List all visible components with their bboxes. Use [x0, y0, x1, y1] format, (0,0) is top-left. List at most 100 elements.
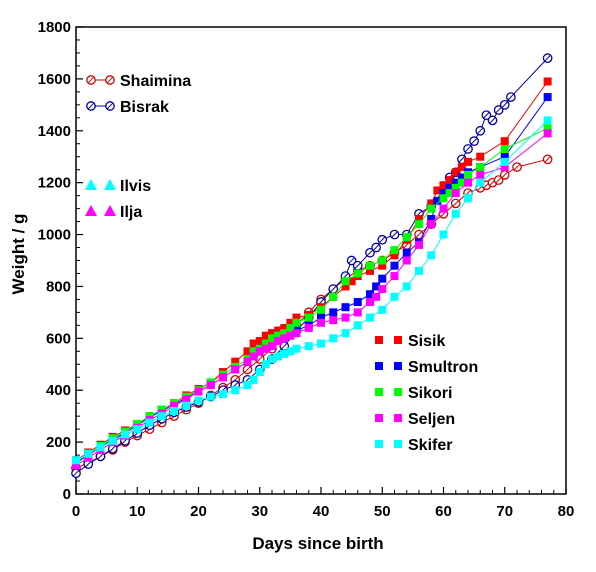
data-point-seljen	[261, 344, 270, 353]
data-point-skifer	[317, 339, 325, 348]
legend-marker-sikori	[394, 388, 402, 396]
legend-label-sikori: Sikori	[408, 385, 452, 402]
data-point-sisik	[231, 357, 240, 366]
data-point-bisrak-stroke	[72, 470, 80, 477]
data-point-skifer	[133, 425, 142, 434]
data-point-sisik	[286, 318, 295, 327]
data-point-shaimina-stroke	[544, 156, 551, 163]
data-point-bisrak-stroke	[495, 106, 502, 114]
legend-entry-sisik: Sisik	[375, 333, 445, 350]
legend-marker-seljen	[375, 414, 383, 422]
data-point-sikori	[402, 233, 411, 242]
data-point-sikori	[451, 183, 460, 192]
data-point-seljen	[280, 334, 289, 343]
data-point-shaimina-stroke	[513, 163, 521, 171]
data-point-skifer	[219, 390, 227, 399]
legend-label-sisik: Sisik	[408, 333, 445, 350]
data-point-skifer	[464, 194, 472, 203]
data-point-skifer	[500, 157, 509, 166]
legend-entry-ilvis: Ilvis	[85, 178, 151, 195]
data-point-skifer	[341, 329, 350, 338]
legend-marker-ilvis	[104, 179, 116, 190]
data-point-skifer	[427, 251, 436, 260]
data-point-skifer	[145, 418, 154, 427]
data-point-sisik	[280, 323, 289, 332]
data-point-bisrak-stroke	[458, 156, 466, 163]
legend-entry-seljen: Seljen	[375, 411, 455, 428]
y-axis: 0 200 400 600 800 1000 1200 1400 1600 1800	[38, 19, 83, 503]
data-point-bisrak-stroke	[97, 453, 104, 460]
y-tick-label: 1000	[38, 227, 71, 244]
data-point-shaimina-stroke	[244, 366, 251, 373]
legend-entry-skifer: Skifer	[375, 437, 452, 454]
legend-entry-shaimina: Shaimina	[86, 73, 191, 90]
data-point-bisrak-stroke	[477, 127, 484, 134]
data-point-skifer	[268, 355, 276, 364]
data-point-sikori	[268, 334, 276, 343]
data-point-skifer	[329, 334, 338, 343]
data-point-shaimina-stroke	[501, 171, 508, 179]
legend-entry-ilja: Ilja	[85, 204, 142, 221]
y-tick-label: 800	[46, 278, 71, 295]
data-point-sikori	[304, 313, 313, 322]
data-point-smultron	[451, 178, 460, 187]
data-point-seljen	[543, 129, 552, 138]
legend-marker-sikori	[375, 388, 383, 396]
data-point-seljen	[304, 323, 313, 332]
data-point-sikori	[427, 204, 436, 213]
data-point-sisik	[415, 214, 423, 223]
data-point-seljen	[170, 401, 178, 410]
data-point-sikori	[476, 163, 485, 172]
data-point-seljen	[464, 178, 472, 187]
y-axis-title: Weight / g	[9, 214, 28, 295]
data-point-sikori	[378, 256, 387, 265]
series-bisrak	[71, 53, 553, 479]
data-point-sikori	[464, 170, 472, 179]
y-tick-label: 1600	[38, 71, 71, 88]
data-point-skifer	[157, 412, 166, 421]
x-tick-label: 20	[190, 503, 207, 520]
data-point-sisik	[390, 251, 399, 260]
data-point-bisrak-stroke	[470, 138, 478, 145]
data-point-smultron	[317, 313, 325, 322]
data-point-smultron	[378, 274, 387, 283]
data-point-shaimina-stroke	[495, 176, 502, 184]
data-point-skifer	[194, 396, 203, 405]
x-axis: 0 10 20 30 40 50 60 70 80	[72, 487, 574, 520]
data-point-skifer	[121, 430, 129, 439]
data-point-bisrak-stroke	[366, 249, 374, 256]
data-point-skifer	[72, 456, 80, 465]
x-axis-title: Days since birth	[252, 534, 383, 553]
data-point-skifer	[96, 443, 105, 452]
data-point-seljen	[378, 285, 387, 294]
data-point-shaimina-stroke	[452, 200, 459, 207]
legend-marker-ilja	[85, 205, 97, 216]
series-seljen	[72, 129, 552, 470]
data-point-smultron	[445, 183, 454, 192]
legend-marker-smultron	[375, 362, 383, 370]
data-point-skifer	[543, 116, 552, 125]
data-point-smultron	[433, 196, 442, 205]
legend-entry-sikori: Sikori	[375, 385, 452, 402]
data-point-sikori	[415, 220, 423, 229]
series-line-smultron	[75, 96, 549, 464]
x-tick-label: 40	[313, 503, 330, 520]
legend-label-bisrak: Bisrak	[120, 99, 169, 116]
data-point-skifer	[304, 342, 313, 351]
data-point-seljen	[451, 189, 460, 198]
x-tick-label: 50	[374, 503, 391, 520]
data-point-seljen	[231, 365, 240, 374]
data-point-smultron	[402, 248, 411, 257]
data-point-skifer	[84, 449, 93, 458]
data-point-skifer	[206, 392, 215, 401]
data-point-seljen	[317, 318, 325, 327]
data-point-bisrak-stroke	[483, 112, 490, 119]
data-point-skifer	[280, 349, 289, 358]
data-point-bisrak-stroke	[379, 236, 386, 243]
data-point-sisik	[378, 261, 387, 270]
data-point-skifer	[353, 321, 362, 330]
data-point-sisik	[261, 331, 270, 340]
data-point-bisrak-stroke	[348, 257, 355, 264]
data-point-smultron	[439, 189, 448, 198]
legend: Shaimina Bisrak Ilvis Ilja Sisik Smultron Siko…	[85, 73, 478, 454]
